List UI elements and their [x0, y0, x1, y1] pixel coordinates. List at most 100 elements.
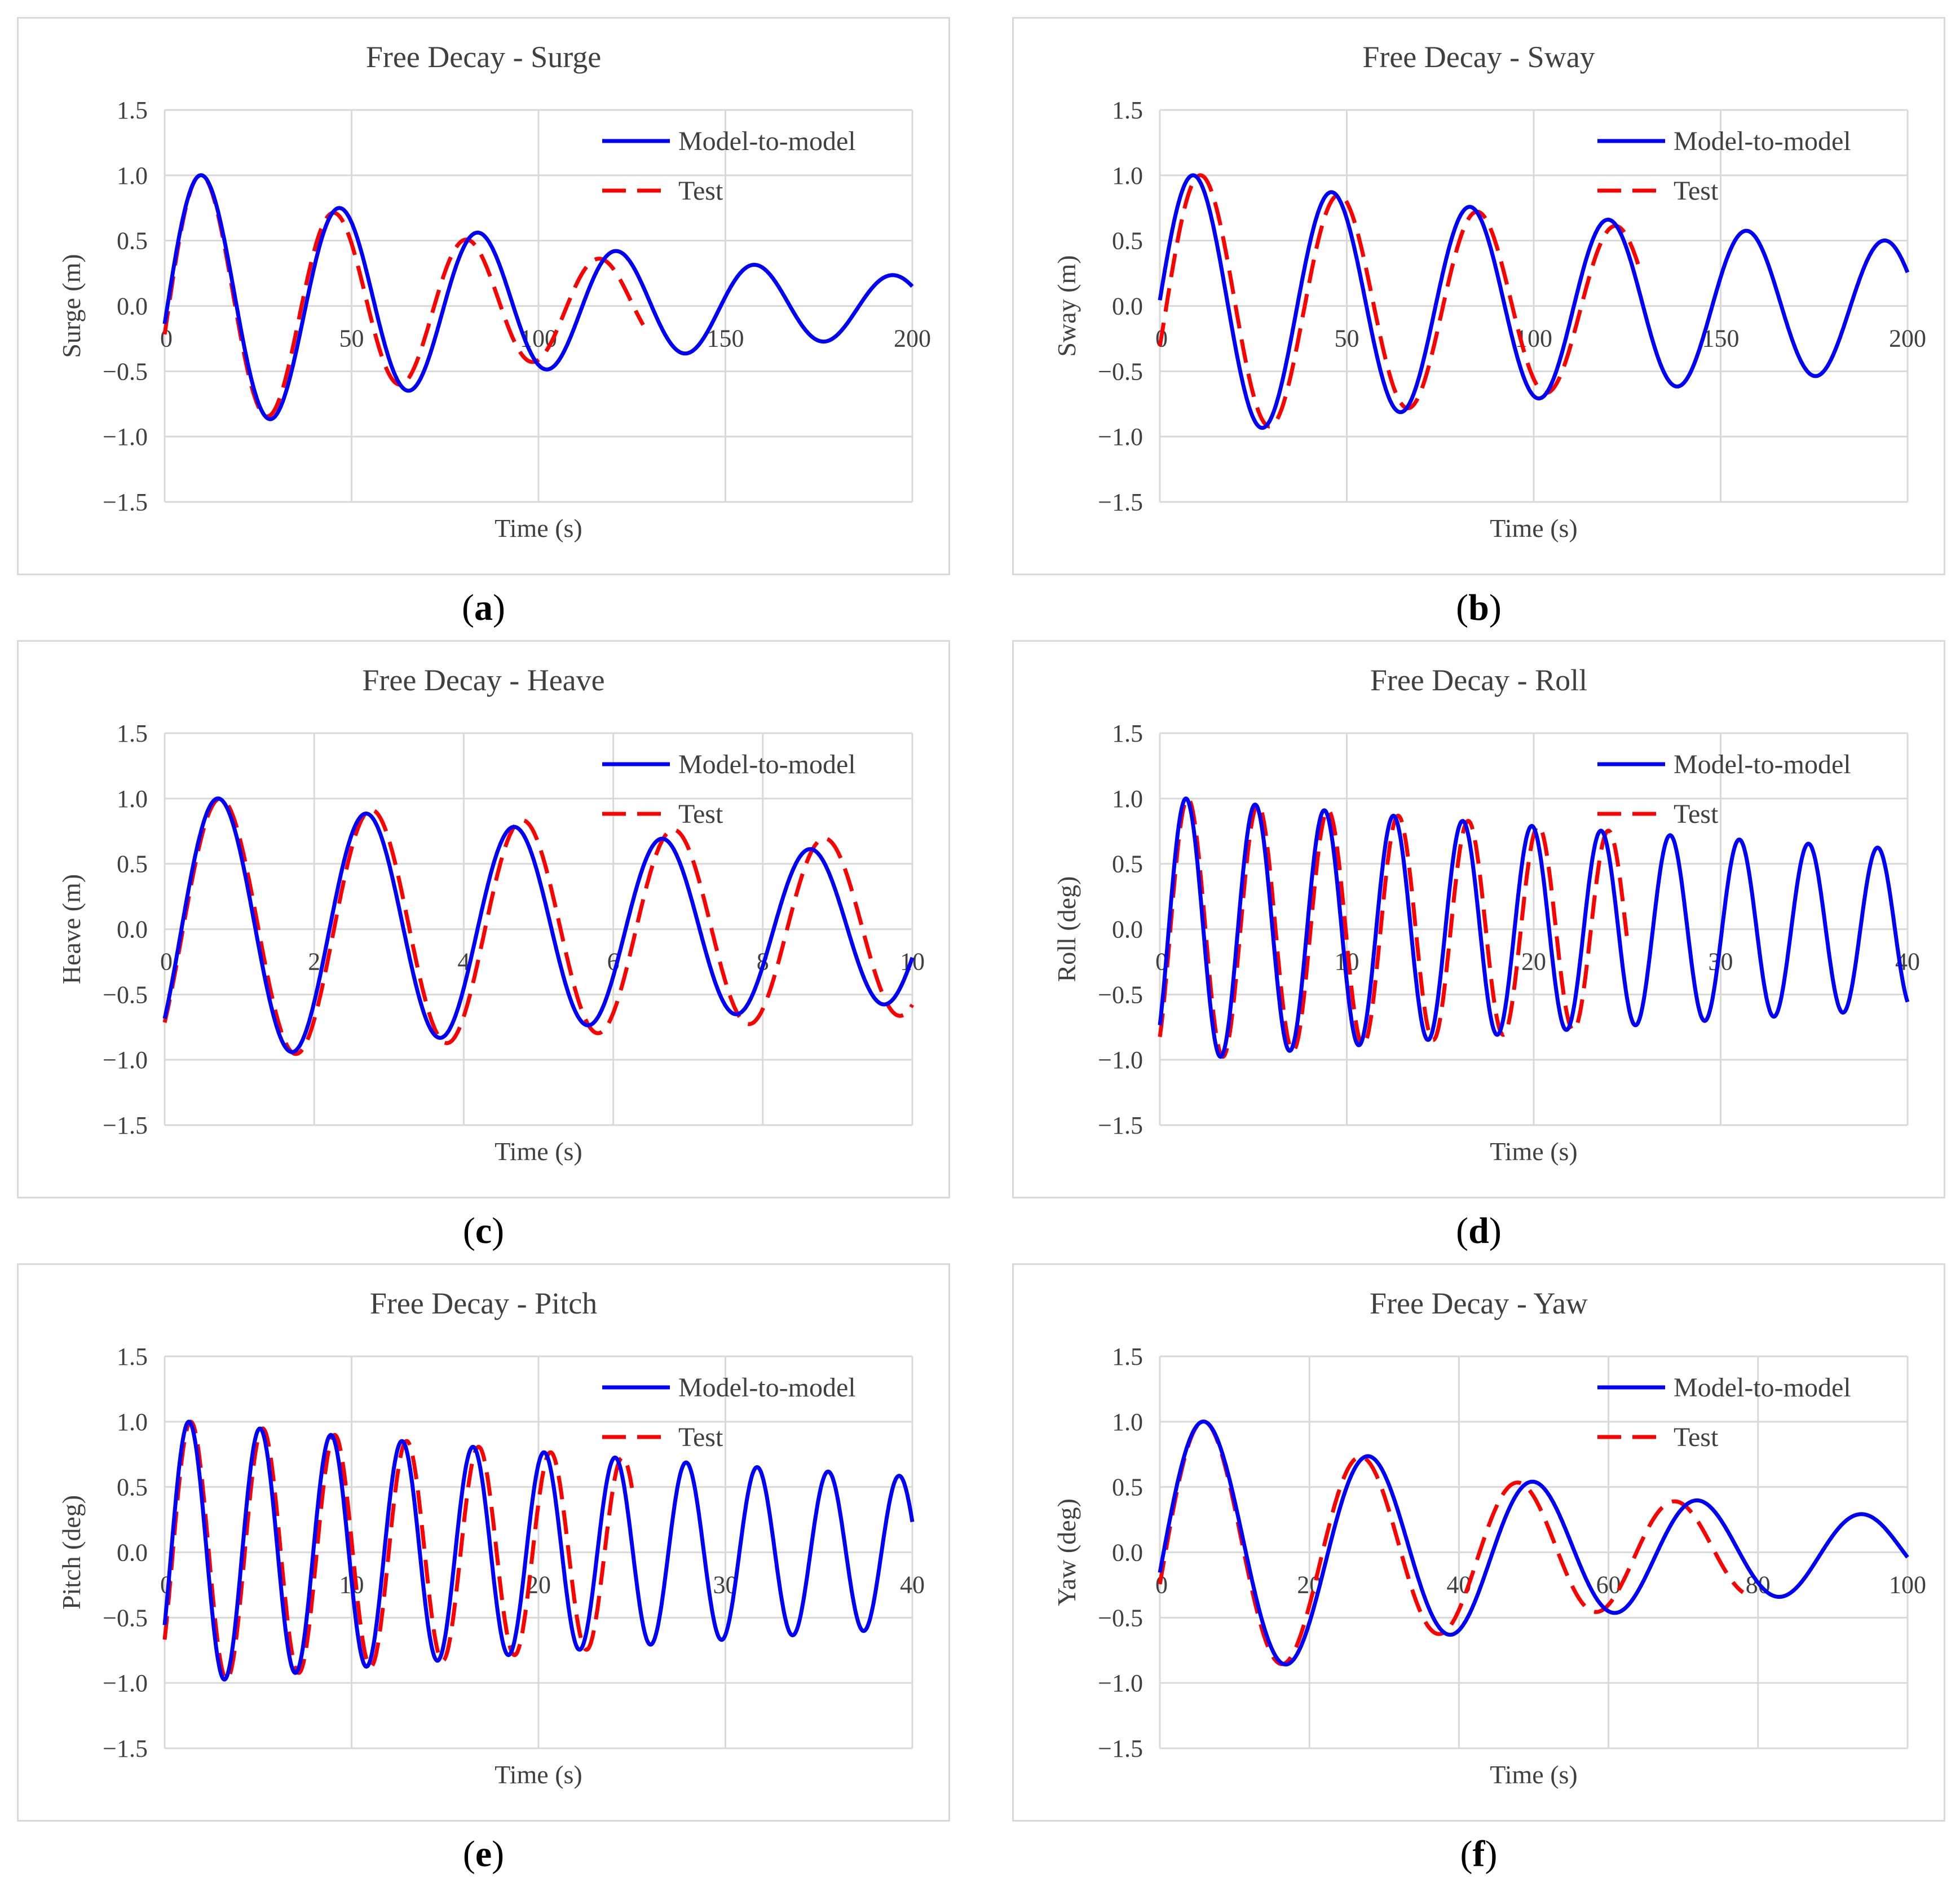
series-line-model [1158, 1420, 1909, 1667]
x-tick-label: 2 [308, 948, 320, 976]
y-axis-label: Sway (m) [1052, 255, 1081, 356]
legend-label: Model-to-model [1674, 126, 1851, 156]
series-line-test [162, 796, 915, 1056]
series-line-test [1158, 1420, 1745, 1667]
y-tick-label: 1.0 [1112, 162, 1143, 189]
figure-caption: (a) [462, 587, 505, 628]
y-tick-label: 1.5 [117, 1343, 148, 1370]
legend-label: Test [678, 799, 723, 829]
chart-svg: −1.5−1.0−0.50.00.51.01.50 20 40 60 80 100Time… [1052, 1343, 1926, 1789]
chart-title: Free Decay - Pitch [369, 1286, 598, 1320]
y-tick-label: −0.5 [103, 981, 148, 1008]
y-tick-label: −1.0 [103, 423, 148, 451]
x-axis-label: Time (s) [1490, 1137, 1578, 1166]
x-axis-label: Time (s) [495, 514, 582, 543]
y-tick-label: 0.0 [1112, 1539, 1143, 1567]
legend-label: Test [678, 1422, 723, 1452]
x-tick-label: 200 [894, 325, 931, 352]
y-tick-label: 1.0 [1112, 785, 1143, 813]
x-tick-label: 50 [339, 325, 364, 352]
series-line-test [162, 1420, 634, 1682]
y-tick-label: 1.5 [1112, 96, 1143, 124]
figure-caption: (d) [1456, 1210, 1502, 1251]
y-tick-label: 1.5 [117, 720, 148, 747]
legend-label: Test [1674, 799, 1719, 829]
figure-caption: (f) [1460, 1833, 1498, 1875]
chart-panel-surge: Free Decay - Surge −1.5 −1.0 −0.5 0.0 0.5 1.0… [17, 17, 950, 628]
y-axis-label: Roll (deg) [1052, 876, 1081, 982]
y-tick-label: −1.5 [103, 1112, 148, 1139]
figure-caption: (b) [1456, 587, 1502, 628]
y-tick-label: 1.0 [1112, 1408, 1143, 1436]
y-tick-label: 0.0 [117, 916, 148, 944]
series-line-model [1158, 796, 1910, 1059]
legend-label: Test [678, 176, 723, 206]
series-line-model [162, 173, 914, 421]
x-tick-label: 20 [1521, 948, 1546, 976]
x-axis-label: Time (s) [1490, 1760, 1578, 1789]
y-tick-label: 1.5 [117, 96, 148, 124]
y-tick-label: −1.5 [103, 1735, 148, 1762]
y-axis-label: Pitch (deg) [57, 1495, 86, 1610]
y-axis-label: Heave (m) [57, 874, 86, 984]
legend-label: Model-to-model [1674, 750, 1851, 779]
x-tick-label: 0 [1155, 1571, 1168, 1599]
chart-title: Free Decay - Surge [365, 40, 602, 74]
y-tick-label: −1.5 [1098, 488, 1143, 516]
x-tick-label: 40 [900, 1571, 925, 1599]
y-tick-label: −1.0 [103, 1046, 148, 1074]
y-tick-label: −0.5 [103, 358, 148, 385]
chart-panel-yaw: Free Decay - Yaw −1.5 −1.0 −0.5 0.0 0.5 1.0 1.… [1012, 1263, 1945, 1875]
y-axis-label: Yaw (deg) [1052, 1498, 1081, 1606]
x-tick-label: 100 [1889, 1571, 1926, 1599]
y-tick-label: −0.5 [1098, 981, 1143, 1008]
chart-panel-roll: Free Decay - Roll −1.5 −1.0 −0.5 0.0 0.5 1.0 1… [1012, 640, 1945, 1251]
chart-svg: −1.5−1.0−0.50.00.51.01.50 50 100 150 200Time… [1052, 96, 1926, 543]
y-tick-label: −1.5 [103, 488, 148, 516]
series-line-test [1158, 173, 1640, 429]
y-tick-label: 0.5 [1112, 850, 1143, 878]
x-tick-label: 150 [707, 325, 744, 352]
series-line-model [162, 1420, 915, 1682]
chart-title: Free Decay - Roll [1370, 663, 1588, 697]
chart-panel-heave: Free Decay - Heave −1.5 −1.0 −0.5 0.0 0.5 1.0… [17, 640, 950, 1251]
y-tick-label: 0.0 [1112, 916, 1143, 944]
y-tick-label: 1.0 [117, 162, 148, 189]
series-line-model [162, 796, 915, 1054]
x-tick-label: 0 [160, 948, 173, 976]
series-line-model [1158, 173, 1910, 430]
x-tick-label: 50 [1335, 325, 1359, 352]
y-tick-label: −1.5 [1098, 1112, 1143, 1139]
x-axis-label: Time (s) [1490, 514, 1578, 543]
x-tick-label: 150 [1702, 325, 1740, 352]
legend-label: Test [1674, 176, 1719, 206]
legend-label: Model-to-model [678, 750, 856, 779]
y-tick-label: 0.0 [117, 1539, 148, 1567]
y-tick-label: 1.5 [1112, 1343, 1143, 1370]
y-tick-label: 0.0 [1112, 293, 1143, 320]
y-tick-label: −1.0 [1098, 423, 1143, 451]
series-line-test [1158, 796, 1630, 1059]
chart-panel-sway: Free Decay - Sway −1.5 −1.0 −0.5 0.0 0.5 1.0 1… [1012, 17, 1945, 628]
y-tick-label: 1.0 [117, 1408, 148, 1436]
y-tick-label: 1.0 [117, 785, 148, 813]
y-tick-label: −1.0 [1098, 1669, 1143, 1697]
chart-svg: −1.5−1.0−0.50.00.51.01.50 50 100 150 200Time… [57, 96, 931, 543]
legend-label: Model-to-model [678, 1373, 856, 1403]
x-axis-label: Time (s) [495, 1137, 582, 1166]
y-tick-label: 0.0 [117, 293, 148, 320]
chart-title: Free Decay - Sway [1362, 40, 1595, 74]
legend-label: Test [1674, 1422, 1719, 1452]
figure-caption: (e) [462, 1833, 505, 1875]
y-tick-label: −0.5 [1098, 1604, 1143, 1632]
chart-title: Free Decay - Yaw [1370, 1286, 1588, 1320]
x-tick-label: 60 [1596, 1571, 1621, 1599]
y-tick-label: 0.5 [117, 1474, 148, 1501]
y-tick-label: 0.5 [1112, 227, 1143, 255]
y-tick-label: 0.5 [1112, 1474, 1143, 1501]
chart-panel-pitch: Free Decay - Pitch −1.5 −1.0 −0.5 0.0 0.5 1.0… [17, 1263, 950, 1875]
legend-label: Model-to-model [1674, 1373, 1851, 1403]
chart-title: Free Decay - Heave [362, 663, 605, 697]
